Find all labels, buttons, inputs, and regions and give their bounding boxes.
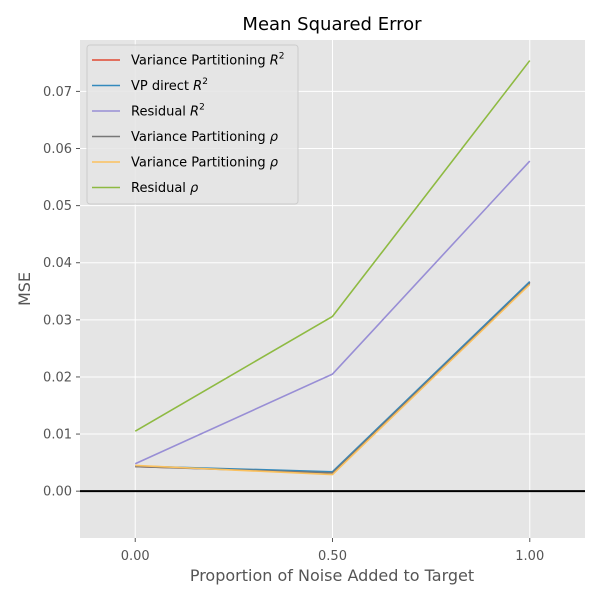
y-axis-label: MSE: [15, 272, 34, 306]
y-tick-label: 0.01: [43, 428, 72, 443]
series-line-5: [134, 60, 531, 432]
legend-label-1: VP direct R2: [131, 77, 208, 94]
legend-label-0: Variance Partitioning R2: [131, 52, 284, 69]
series-line-2: [134, 160, 531, 465]
y-tick-label: 0.03: [43, 313, 72, 328]
y-tick-label: 0.00: [43, 485, 72, 500]
x-tick-label: 0.50: [318, 549, 347, 564]
x-tick-label: 1.00: [515, 549, 544, 564]
legend: Variance Partitioning R2 VP direct R2 Resi…: [86, 44, 299, 205]
legend-label-4: Variance Partitioning ρ: [131, 156, 279, 171]
y-tick-label: 0.05: [43, 199, 72, 214]
y-tick-label: 0.07: [43, 85, 72, 100]
y-ticks: 0.00 0.01 0.02 0.03 0.04 0.05 0.06 0.07: [43, 85, 80, 500]
legend-box: [86, 44, 299, 205]
x-axis-label: Proportion of Noise Added to Target: [190, 566, 474, 585]
y-tick-label: 0.02: [43, 370, 72, 385]
chart-title: Mean Squared Error: [242, 14, 422, 35]
y-tick-label: 0.04: [43, 256, 72, 271]
series-group: [134, 60, 531, 476]
x-tick-label: 0.00: [121, 549, 150, 564]
legend-label-3: Variance Partitioning ρ: [131, 130, 279, 145]
x-ticks: 0.00 0.50 1.00: [121, 538, 544, 564]
y-tick-label: 0.06: [43, 142, 72, 157]
series-line-4: [135, 283, 531, 476]
grid: [80, 40, 585, 538]
legend-label-5: Residual ρ: [131, 181, 199, 196]
legend-label-2: Residual R2: [131, 103, 205, 120]
